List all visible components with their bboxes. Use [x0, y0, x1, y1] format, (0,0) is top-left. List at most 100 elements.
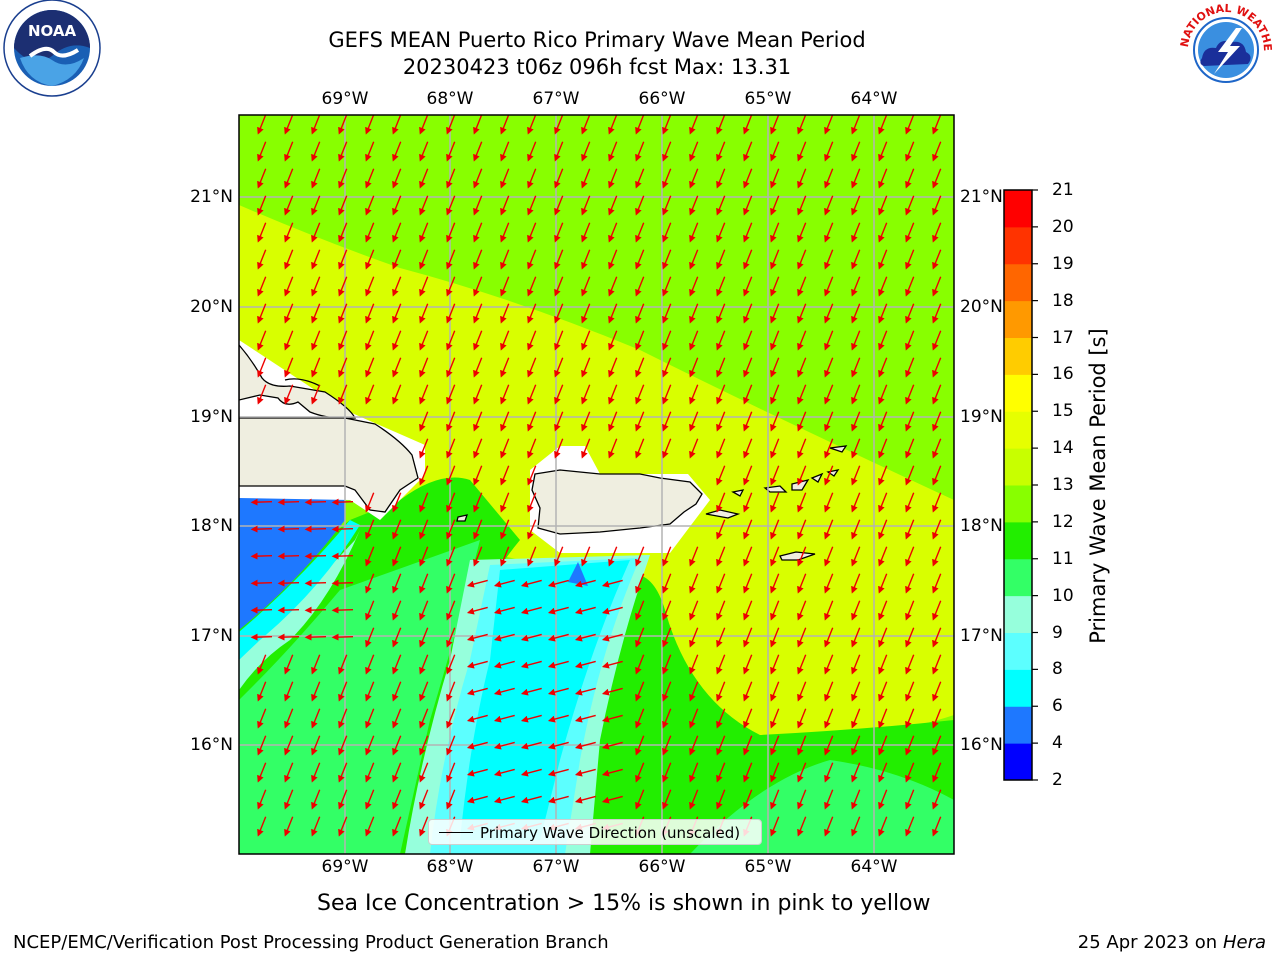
- direction-arrow: [365, 357, 375, 378]
- direction-arrow: [716, 600, 726, 621]
- direction-arrow: [473, 357, 483, 378]
- direction-arrow: [932, 357, 942, 378]
- direction-arrow: [446, 141, 456, 162]
- direction-arrow: [250, 579, 273, 587]
- direction-arrow: [419, 411, 429, 432]
- direction-arrow: [581, 546, 591, 567]
- legend-line-swatch: [439, 832, 473, 833]
- direction-arrow: [277, 552, 300, 560]
- direction-arrow: [824, 249, 834, 270]
- direction-arrow: [581, 438, 591, 459]
- direction-arrow: [635, 276, 645, 297]
- direction-arrow: [932, 168, 942, 189]
- direction-arrow: [878, 438, 888, 459]
- direction-arrow: [770, 492, 780, 513]
- direction-arrow: [689, 762, 699, 783]
- colorbar-segment-2-4: [1004, 743, 1032, 781]
- field-band-6-8-west: [239, 520, 360, 660]
- direction-arrow: [635, 681, 645, 702]
- direction-arrow: [851, 384, 861, 405]
- direction-arrow: [446, 384, 456, 405]
- map-frame: [238, 114, 955, 855]
- direction-arrow: [338, 195, 348, 216]
- direction-arrow: [419, 708, 429, 729]
- direction-arrow: [797, 438, 807, 459]
- direction-arrow: [878, 141, 888, 162]
- direction-arrow: [446, 357, 456, 378]
- direction-arrow: [635, 546, 645, 567]
- direction-arrow: [520, 660, 542, 669]
- lat-tick-left-20: 20°N: [190, 297, 233, 317]
- direction-arrow: [824, 789, 834, 810]
- lon-tick-bottom-64: 64°W: [850, 857, 898, 877]
- direction-arrow: [284, 115, 294, 135]
- direction-arrow: [365, 115, 375, 135]
- direction-arrow: [277, 633, 300, 641]
- direction-arrow: [365, 816, 375, 837]
- lon-tick-top-65: 65°W: [744, 89, 792, 109]
- direction-arrow: [257, 681, 267, 702]
- direction-arrow: [635, 654, 645, 675]
- direction-arrow: [331, 552, 354, 560]
- colorbar-segment-13-14: [1004, 448, 1032, 486]
- direction-arrow: [547, 687, 569, 696]
- direction-arrow: [635, 115, 645, 135]
- direction-arrow: [446, 708, 456, 729]
- direction-arrow: [716, 249, 726, 270]
- direction-arrow: [527, 249, 537, 270]
- direction-arrow: [905, 438, 915, 459]
- direction-arrow: [520, 633, 542, 642]
- direction-arrow: [311, 708, 321, 729]
- direction-arrow: [365, 195, 375, 216]
- land-vieques: [705, 509, 741, 519]
- field-band-4-6-west: [239, 498, 345, 630]
- direction-arrow: [635, 141, 645, 162]
- direction-arrow: [932, 492, 942, 513]
- direction-arrow: [743, 681, 753, 702]
- direction-arrow: [824, 411, 834, 432]
- direction-arrow: [419, 492, 429, 513]
- direction-arrow: [250, 606, 273, 614]
- direction-arrow: [338, 276, 348, 297]
- direction-arrow: [446, 735, 456, 756]
- direction-arrow: [824, 681, 834, 702]
- direction-arrow: [446, 249, 456, 270]
- direction-arrow: [932, 789, 942, 810]
- direction-arrow: [851, 195, 861, 216]
- direction-arrow: [365, 708, 375, 729]
- direction-arrow: [905, 411, 915, 432]
- direction-arrow: [662, 411, 672, 432]
- direction-arrow: [608, 303, 618, 324]
- lon-tick-top-67: 67°W: [532, 89, 580, 109]
- colorbar-segment-20-21: [1004, 190, 1032, 228]
- direction-arrow: [392, 546, 402, 567]
- land-st-croix: [779, 551, 816, 561]
- direction-arrow: [574, 795, 596, 804]
- colorbar-tick-label: 21: [1052, 180, 1074, 200]
- colorbar: [1003, 189, 1038, 781]
- colorbar-segment-4-6: [1004, 706, 1032, 744]
- footer-machine: Hera: [1222, 932, 1266, 953]
- direction-arrow: [493, 714, 515, 723]
- direction-arrow: [392, 573, 402, 594]
- direction-arrow: [824, 222, 834, 243]
- direction-arrow: [574, 660, 596, 669]
- direction-arrow: [500, 222, 510, 243]
- direction-arrow: [365, 654, 375, 675]
- colorbar-tick-label: 16: [1052, 364, 1074, 385]
- direction-arrow: [770, 627, 780, 648]
- direction-arrow: [689, 735, 699, 756]
- land-hispaniola: [239, 417, 419, 513]
- direction-arrow: [554, 168, 564, 189]
- direction-arrow: [635, 195, 645, 216]
- direction-arrow: [493, 741, 515, 750]
- direction-arrow: [824, 627, 834, 648]
- direction-arrow: [392, 789, 402, 810]
- direction-arrow: [851, 492, 861, 513]
- direction-arrow: [824, 708, 834, 729]
- direction-arrow: [797, 708, 807, 729]
- direction-arrow: [500, 276, 510, 297]
- direction-arrow: [770, 465, 780, 486]
- direction-arrow: [500, 115, 510, 135]
- direction-arrow: [851, 627, 861, 648]
